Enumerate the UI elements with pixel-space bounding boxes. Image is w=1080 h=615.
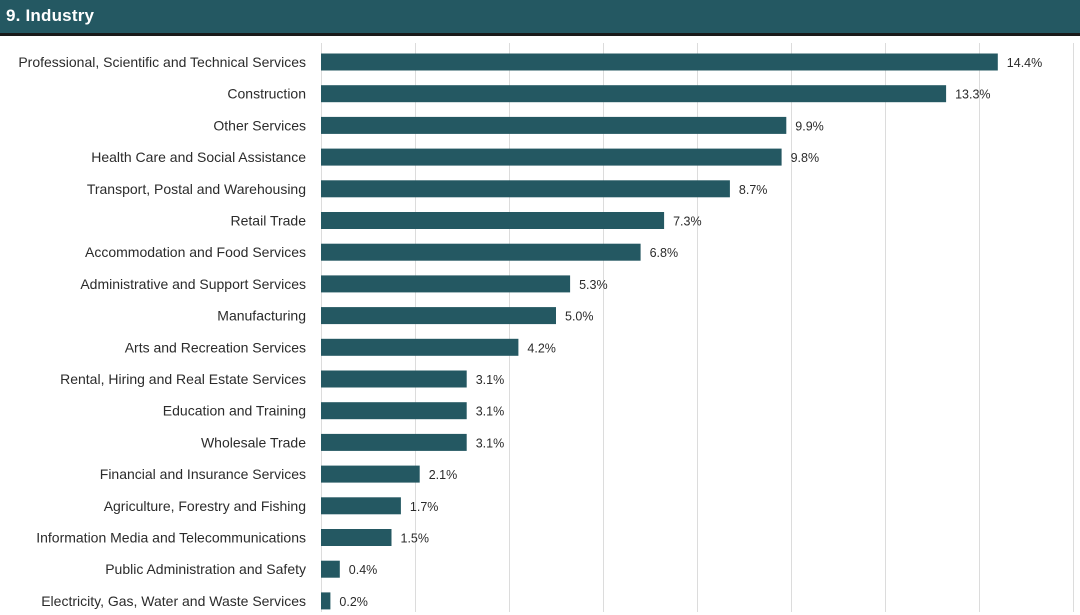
bar: [321, 592, 331, 610]
data-label: 2.1%: [429, 468, 458, 482]
gridlines: [321, 43, 1074, 612]
category-label: Administrative and Support Services: [80, 276, 306, 292]
bars: [321, 53, 998, 610]
data-label: 0.4%: [349, 563, 378, 577]
bar: [321, 497, 401, 515]
bar: [321, 180, 730, 198]
data-label: 7.3%: [673, 215, 702, 229]
data-label: 3.1%: [476, 405, 505, 419]
bar: [321, 53, 998, 71]
category-label: Professional, Scientific and Technical S…: [18, 54, 306, 70]
data-label: 6.8%: [650, 246, 679, 260]
category-label: Accommodation and Food Services: [85, 244, 306, 260]
section-title: 9. Industry: [6, 6, 95, 25]
data-label: 4.2%: [527, 341, 556, 355]
data-label: 5.3%: [579, 278, 608, 292]
category-label: Transport, Postal and Warehousing: [87, 181, 306, 197]
category-labels: Professional, Scientific and Technical S…: [18, 54, 306, 609]
category-label: Manufacturing: [217, 308, 306, 324]
category-label: Retail Trade: [231, 213, 307, 229]
category-label: Information Media and Telecommunications: [36, 530, 306, 546]
bar: [321, 307, 556, 325]
data-label: 0.2%: [339, 595, 368, 609]
category-label: Financial and Insurance Services: [100, 466, 306, 482]
data-label: 3.1%: [476, 373, 505, 387]
category-label: Public Administration and Safety: [105, 561, 306, 577]
bar: [321, 212, 665, 229]
bar: [321, 338, 519, 356]
data-label: 9.9%: [795, 119, 824, 133]
data-label: 1.7%: [410, 500, 439, 514]
category-label: Health Care and Social Assistance: [91, 149, 306, 165]
value-labels: 14.4% 13.3% 9.9% 9.8% 8.7% 7.3% 6.8% 5.3% 5.0% 4.…: [339, 56, 1042, 609]
category-label: Agriculture, Forestry and Fishing: [104, 498, 306, 514]
data-label: 9.8%: [791, 151, 820, 165]
bar: [321, 275, 571, 293]
data-label: 14.4%: [1007, 56, 1042, 70]
bar: [321, 370, 467, 388]
bar: [321, 148, 782, 166]
bar: [321, 529, 392, 546]
bar: [321, 560, 340, 578]
section-header: 9. Industry: [0, 0, 1080, 36]
category-label: Education and Training: [163, 403, 306, 419]
category-label: Arts and Recreation Services: [125, 339, 306, 355]
bar: [321, 465, 420, 483]
category-label: Construction: [227, 86, 306, 102]
bar: [321, 402, 467, 420]
data-label: 5.0%: [565, 310, 594, 324]
category-label: Wholesale Trade: [201, 434, 306, 450]
bar: [321, 433, 467, 451]
category-label: Other Services: [213, 117, 306, 133]
data-label: 13.3%: [955, 88, 990, 102]
category-label: Rental, Hiring and Real Estate Services: [60, 371, 306, 387]
data-label: 1.5%: [401, 532, 430, 546]
bar: [321, 85, 947, 103]
data-label: 3.1%: [476, 436, 505, 450]
category-label: Electricity, Gas, Water and Waste Servic…: [41, 593, 306, 609]
bar: [321, 116, 787, 134]
bar: [321, 243, 641, 261]
data-label: 8.7%: [739, 183, 768, 197]
